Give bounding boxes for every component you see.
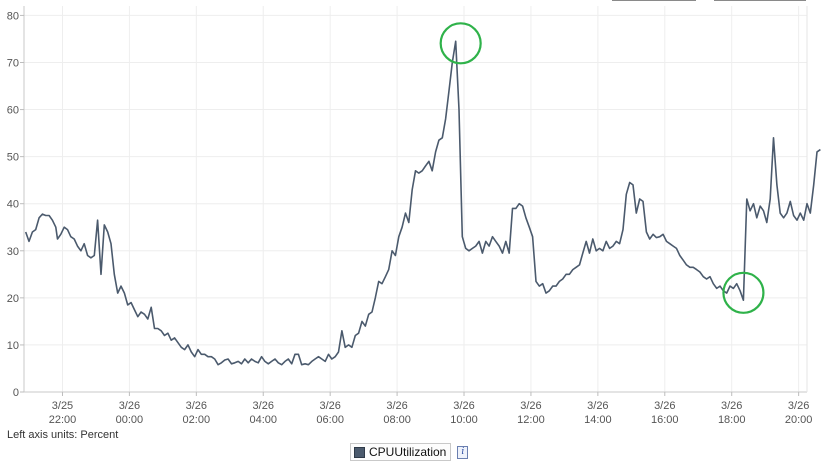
x-tick-date-5: 3/26: [386, 400, 407, 412]
legend: CPUUtilization i: [350, 443, 469, 461]
y-tick-label-50: 50: [7, 152, 19, 164]
x-tick-date-7: 3/26: [520, 400, 541, 412]
y-tick-label-70: 70: [7, 57, 19, 69]
x-tick-time-11: 20:00: [785, 414, 813, 426]
x-tick-date-2: 3/26: [186, 400, 207, 412]
x-tick-date-10: 3/26: [721, 400, 742, 412]
top-toolbar-edge-left: [612, 0, 696, 1]
x-tick-date-11: 3/26: [788, 400, 809, 412]
x-tick-time-10: 18:00: [718, 414, 746, 426]
x-tick-time-9: 16:00: [651, 414, 679, 426]
x-tick-date-9: 3/26: [654, 400, 675, 412]
legend-label: CPUUtilization: [369, 445, 447, 459]
x-tick-time-5: 08:00: [383, 414, 411, 426]
x-tick-date-1: 3/26: [119, 400, 140, 412]
x-tick-time-2: 02:00: [183, 414, 211, 426]
annotation-circle-1: [722, 271, 765, 314]
x-tick-time-0: 22:00: [49, 414, 77, 426]
x-tick-date-8: 3/26: [587, 400, 608, 412]
series-layer: [24, 40, 821, 366]
series-line-0: [24, 40, 821, 366]
x-tick-date-3: 3/26: [253, 400, 274, 412]
info-icon[interactable]: i: [457, 445, 469, 459]
y-tick-label-0: 0: [13, 387, 19, 399]
top-toolbar-edge-right: [714, 0, 806, 1]
x-tick-date-0: 3/25: [52, 400, 73, 412]
legend-item-cpuutilization[interactable]: CPUUtilization: [350, 443, 452, 461]
x-tick-date-6: 3/26: [453, 400, 474, 412]
y-tick-label-60: 60: [7, 105, 19, 117]
y-tick-label-30: 30: [7, 246, 19, 258]
y-tick-label-80: 80: [7, 10, 19, 22]
x-tick-time-3: 04:00: [249, 414, 277, 426]
axis-layer: 0 10 20 30 40 50 60 70 80 3/25 22:00 3/26 00:00 3/26 0…: [7, 6, 813, 426]
x-tick-time-1: 00:00: [116, 414, 144, 426]
annotation-circle-0: [439, 22, 482, 65]
legend-swatch: [354, 446, 365, 458]
annotation-layer: [439, 22, 765, 314]
left-axis-units-note: Left axis units: Percent: [7, 429, 119, 441]
x-tick-time-7: 12:00: [517, 414, 545, 426]
x-tick-time-6: 10:00: [450, 414, 478, 426]
x-tick-time-8: 14:00: [584, 414, 612, 426]
y-tick-label-40: 40: [7, 199, 19, 211]
x-tick-time-4: 06:00: [316, 414, 344, 426]
y-tick-label-20: 20: [7, 293, 19, 305]
grid-layer: [24, 6, 807, 392]
y-tick-label-10: 10: [7, 340, 19, 352]
x-tick-date-4: 3/26: [319, 400, 340, 412]
